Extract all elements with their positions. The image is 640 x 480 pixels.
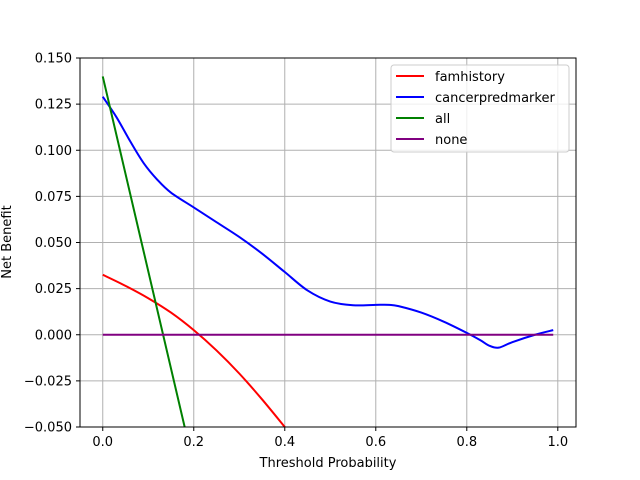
series-line-cancerpredmarker <box>101 96 554 349</box>
y-tick-label: −0.050 <box>24 421 72 436</box>
y-axis: −0.050 −0.025 0.000 0.025 0.050 0.075 0.100 0.1… <box>24 52 80 436</box>
y-tick-label: 0.125 <box>35 98 72 113</box>
x-axis: 0.0 0.2 0.4 0.6 0.8 1.0 <box>92 427 568 450</box>
x-tick-label: 0.8 <box>456 435 477 450</box>
y-tick-label: −0.025 <box>24 374 72 389</box>
series-line-famhistory <box>102 273 286 427</box>
y-axis-label: Net Benefit <box>0 205 15 278</box>
series-layer <box>101 76 554 427</box>
legend-label-all: all <box>435 112 450 127</box>
y-tick-label: 0.000 <box>35 328 72 343</box>
legend-label-cancerpredmarker: cancerpredmarker <box>435 91 555 106</box>
y-tick-label: 0.100 <box>35 144 72 159</box>
legend: famhistory cancerpredmarker all none <box>390 64 570 153</box>
legend-label-famhistory: famhistory <box>435 70 505 85</box>
x-tick-label: 0.0 <box>92 435 113 450</box>
x-tick-label: 0.2 <box>183 435 204 450</box>
y-tick-label: 0.075 <box>35 190 72 205</box>
x-tick-label: 0.6 <box>365 435 386 450</box>
y-tick-label: 0.150 <box>35 52 72 67</box>
x-axis-label: Threshold Probability <box>259 456 397 471</box>
y-tick-label: 0.025 <box>35 282 72 297</box>
legend-frame <box>390 64 570 153</box>
legend-label-none: none <box>435 133 467 148</box>
y-tick-label: 0.050 <box>35 236 72 251</box>
x-tick-label: 0.4 <box>274 435 295 450</box>
series-line-all <box>101 76 186 427</box>
x-tick-label: 1.0 <box>547 435 568 450</box>
